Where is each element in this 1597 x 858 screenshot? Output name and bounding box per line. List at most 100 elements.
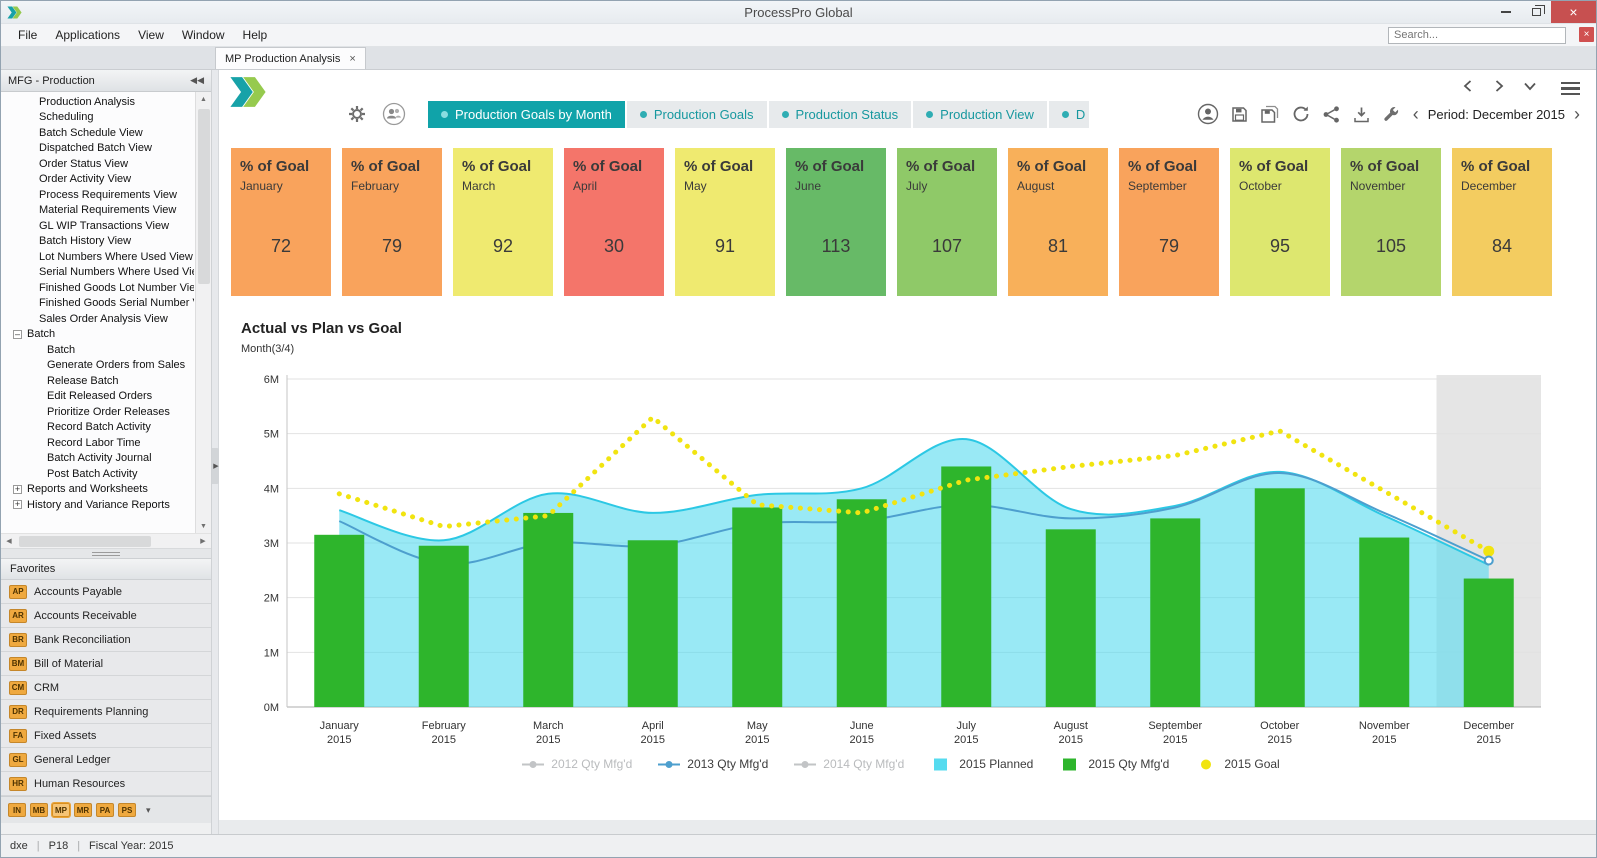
tree-item-dispatched-batch-view[interactable]: Dispatched Batch View [1, 141, 194, 157]
tree-item-post-batch-activity[interactable]: Post Batch Activity [1, 466, 194, 482]
menu-item-view[interactable]: View [138, 28, 164, 42]
tree-horizontal-scrollbar[interactable]: ◀ ▶ [1, 534, 211, 549]
favorite-requirements-planning[interactable]: DR Requirements Planning [1, 700, 211, 724]
tree-item-record-labor-time[interactable]: Record Labor Time [1, 435, 194, 451]
save-icon[interactable] [1230, 105, 1249, 124]
dashboard-tab-production-status[interactable]: Production Status [768, 100, 912, 128]
menu-icon[interactable] [1561, 81, 1580, 96]
legend-2015-goal[interactable]: 2015 Goal [1195, 757, 1280, 771]
download-icon[interactable] [1352, 105, 1371, 124]
tree-item-scheduling[interactable]: Scheduling [1, 110, 194, 126]
tab-close-icon[interactable]: × [349, 52, 356, 65]
bar-september[interactable] [1150, 518, 1201, 707]
menu-item-help[interactable]: Help [242, 28, 268, 42]
period-next-icon[interactable]: › [1574, 104, 1580, 124]
tree-item-batch-schedule-view[interactable]: Batch Schedule View [1, 125, 194, 141]
bar-april[interactable] [627, 540, 678, 707]
favorite-general-ledger[interactable]: GL General Ledger [1, 748, 211, 772]
tree-item-prioritize-order-releases[interactable]: Prioritize Order Releases [1, 404, 194, 420]
kpi-card-june[interactable]: % of Goal June 113 [786, 148, 886, 296]
tree-item-order-activity-view[interactable]: Order Activity View [1, 172, 194, 188]
favorite-crm[interactable]: CM CRM [1, 676, 211, 700]
kpi-card-january[interactable]: % of Goal January 72 [231, 148, 331, 296]
menu-item-window[interactable]: Window [181, 28, 225, 42]
kpi-card-april[interactable]: % of Goal April 30 [564, 148, 664, 296]
scroll-right-icon[interactable]: ▶ [200, 538, 206, 545]
bar-february[interactable] [418, 545, 469, 707]
scroll-down-icon[interactable]: ▼ [200, 522, 207, 530]
bar-march[interactable] [523, 512, 574, 707]
sidebar-section-splitter[interactable] [1, 549, 211, 558]
bar-august[interactable] [1045, 529, 1096, 707]
menu-item-file[interactable]: File [18, 28, 38, 42]
refresh-icon[interactable] [1291, 104, 1311, 124]
tree-item-sales-order-analysis-view[interactable]: Sales Order Analysis View [1, 311, 194, 327]
horizontal-scrollbar-thumb[interactable] [19, 535, 151, 547]
kpi-card-february[interactable]: % of Goal February 79 [342, 148, 442, 296]
dashboard-tab-d[interactable]: D [1048, 100, 1089, 128]
menu-item-applications[interactable]: Applications [55, 28, 121, 42]
bar-october[interactable] [1254, 488, 1305, 707]
save-all-icon[interactable] [1260, 105, 1280, 124]
kpi-card-may[interactable]: % of Goal May 91 [675, 148, 775, 296]
tree-item-order-status-view[interactable]: Order Status View [1, 156, 194, 172]
tree-item-finished-goods-lot-number-vie[interactable]: Finished Goods Lot Number Vie [1, 280, 194, 296]
dashboard-tab-production-goals[interactable]: Production Goals [626, 100, 767, 128]
sidebar-resize-handle[interactable]: ▶ [211, 70, 220, 834]
kpi-card-march[interactable]: % of Goal March 92 [453, 148, 553, 296]
scroll-left-icon[interactable]: ◀ [6, 538, 12, 545]
quickbar-dropdown-icon[interactable]: ▾ [146, 804, 151, 815]
sidebar-collapse-icon[interactable]: ◀◀ [190, 75, 204, 85]
menubar-close-icon[interactable]: × [1579, 27, 1594, 42]
tree-item-batch-activity-journal[interactable]: Batch Activity Journal [1, 451, 194, 467]
legend-2013-qty-mfg-d[interactable]: 2013 Qty Mfg'd [658, 757, 768, 771]
collapse-icon[interactable]: – [13, 328, 22, 339]
kpi-card-september[interactable]: % of Goal September 79 [1119, 148, 1219, 296]
favorite-human-resources[interactable]: HR Human Resources [1, 772, 211, 796]
quickbar-mb-icon[interactable]: MB [30, 803, 48, 817]
kpi-card-october[interactable]: % of Goal October 95 [1230, 148, 1330, 296]
bar-may[interactable] [732, 507, 783, 707]
tree-item-reports-and-worksheets[interactable]: + Reports and Worksheets [1, 482, 194, 498]
quickbar-mr-icon[interactable]: MR [74, 803, 92, 817]
tree-item-record-batch-activity[interactable]: Record Batch Activity [1, 420, 194, 436]
tree-item-lot-numbers-where-used-view[interactable]: Lot Numbers Where Used View [1, 249, 194, 265]
favorite-accounts-receivable[interactable]: AR Accounts Receivable [1, 604, 211, 628]
share-icon[interactable] [1322, 105, 1341, 124]
user-profile-icon[interactable] [1197, 103, 1219, 125]
nav-back-icon[interactable] [1460, 78, 1476, 99]
sidebar-expand-icon[interactable]: ▶ [212, 448, 220, 484]
bar-january[interactable] [314, 534, 365, 707]
tree-vertical-scrollbar[interactable]: ▲ ▼ [195, 92, 211, 533]
period-previous-icon[interactable]: ‹ [1412, 104, 1419, 124]
expand-icon[interactable]: + [13, 483, 22, 494]
users-icon[interactable] [382, 102, 406, 126]
bar-november[interactable] [1359, 537, 1410, 707]
minimize-button[interactable] [1491, 1, 1521, 23]
tree-item-production-analysis[interactable]: Production Analysis [1, 94, 194, 110]
tree-item-gl-wip-transactions-view[interactable]: GL WIP Transactions View [1, 218, 194, 234]
wrench-icon[interactable] [1382, 105, 1401, 124]
tree-item-material-requirements-view[interactable]: Material Requirements View [1, 203, 194, 219]
bar-july[interactable] [941, 466, 992, 707]
close-button[interactable]: × [1551, 1, 1596, 23]
tree-item-serial-numbers-where-used-vie[interactable]: Serial Numbers Where Used Vie [1, 265, 194, 281]
dashboard-tab-production-goals-by-month[interactable]: Production Goals by Month [428, 100, 625, 128]
kpi-card-august[interactable]: % of Goal August 81 [1008, 148, 1108, 296]
favorite-bank-reconciliation[interactable]: BR Bank Reconciliation [1, 628, 211, 652]
tree-item-history-and-variance-reports[interactable]: + History and Variance Reports [1, 497, 194, 513]
tree-item-generate-orders-from-sales[interactable]: Generate Orders from Sales [1, 358, 194, 374]
settings-gear-icon[interactable] [347, 104, 367, 124]
quickbar-mp-icon[interactable]: MP [51, 802, 71, 818]
kpi-card-december[interactable]: % of Goal December 84 [1452, 148, 1552, 296]
favorite-fixed-assets[interactable]: FA Fixed Assets [1, 724, 211, 748]
tree-item-batch[interactable]: Batch [1, 342, 194, 358]
quickbar-pa-icon[interactable]: PA [96, 803, 114, 817]
quickbar-ps-icon[interactable]: PS [118, 803, 136, 817]
tree-item-batch-history-view[interactable]: Batch History View [1, 234, 194, 250]
tree-item-finished-goods-serial-number-v[interactable]: Finished Goods Serial Number V [1, 296, 194, 312]
bar-june[interactable] [836, 499, 887, 707]
legend-2015-planned[interactable]: 2015 Planned [930, 757, 1033, 771]
restore-button[interactable] [1521, 1, 1551, 23]
legend-2012-qty-mfg-d[interactable]: 2012 Qty Mfg'd [522, 757, 632, 771]
